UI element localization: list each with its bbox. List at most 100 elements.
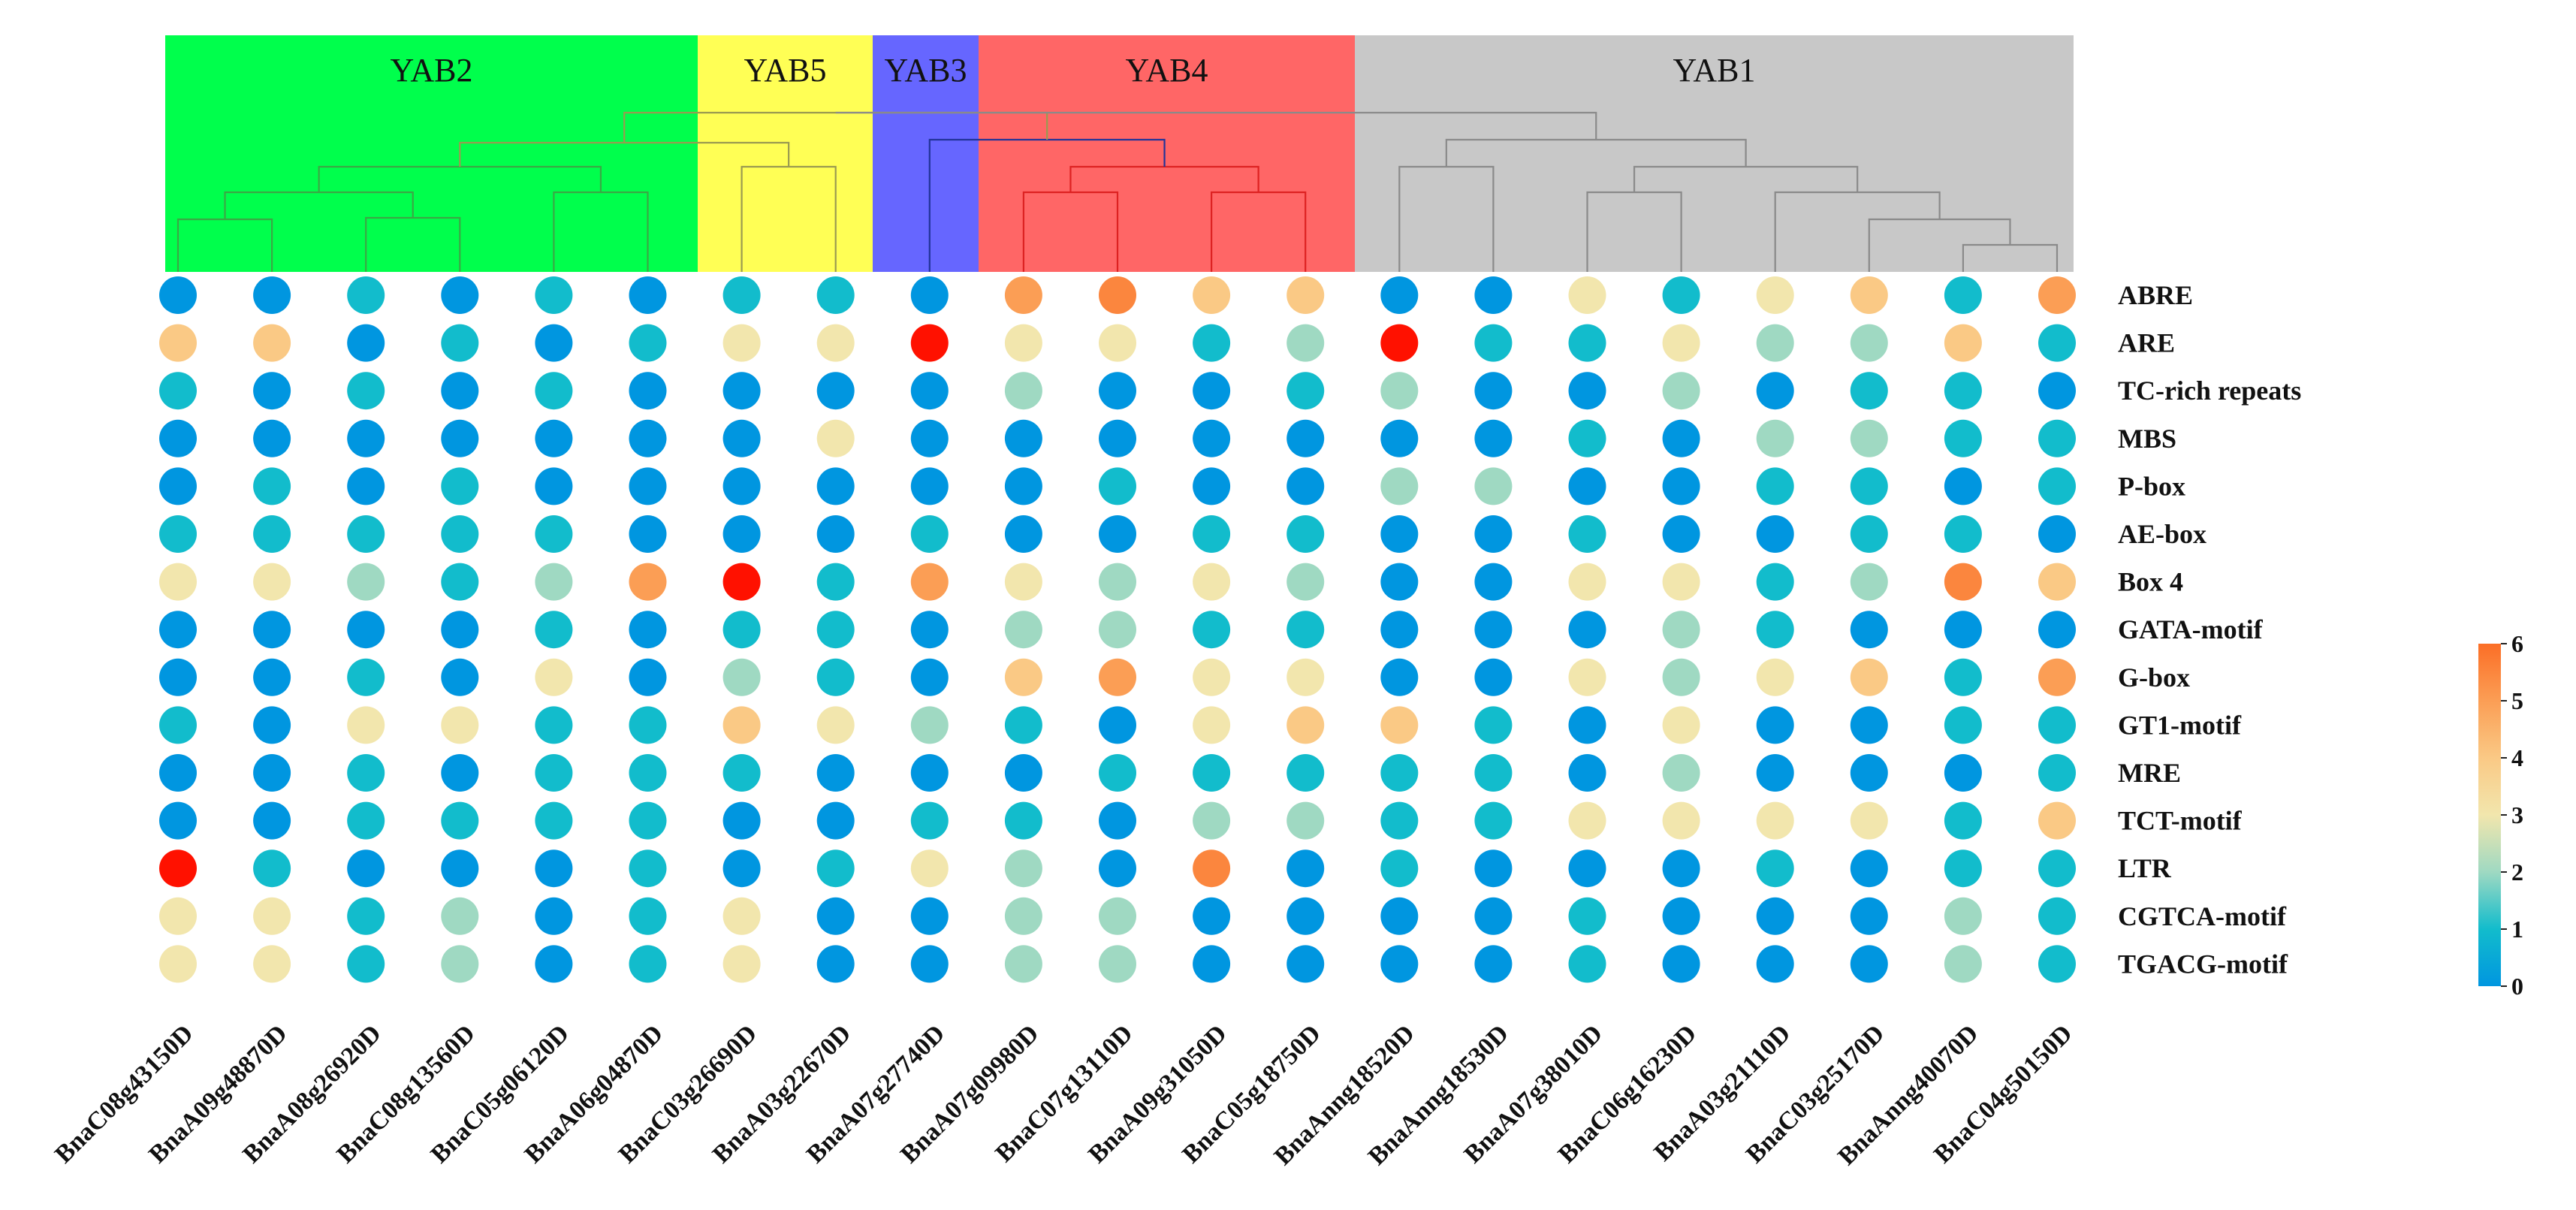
cell-tgacg-motif-BnaC05g06120D [535, 945, 573, 983]
cell-tc-rich-repeats-BnaAnng18530D [1474, 372, 1513, 410]
cell-abre-BnaC03g26690D [722, 276, 761, 314]
cell-box-4-BnaC04g50150D [2038, 563, 2076, 601]
cell-mbs-BnaA09g48870D [253, 419, 291, 457]
cell-tgacg-motif-BnaA09g48870D [253, 945, 291, 983]
cell-ltr-BnaC04g50150D [2038, 849, 2076, 888]
cell-ltr-BnaA03g22670D [816, 849, 855, 888]
cell-ae-box-BnaAnng40070D [1944, 515, 1982, 553]
cell-cgtca-motif-BnaC07g13110D [1099, 897, 1136, 935]
cell-p-box-BnaA09g48870D [253, 467, 291, 505]
cell-ae-box-BnaA03g21110D [1756, 515, 1794, 553]
cell-ltr-BnaA07g38010D [1568, 849, 1606, 888]
cell-are-BnaA06g04870D [629, 324, 667, 362]
cell-ltr-BnaAnng18530D [1474, 849, 1513, 888]
cell-box-4-BnaA09g31050D [1193, 563, 1231, 601]
cell-ltr-BnaA08g26920D [347, 849, 385, 888]
cell-abre-BnaAnng18530D [1474, 276, 1513, 314]
cell-abre-BnaAnng18520D [1380, 276, 1419, 314]
cell-ae-box-BnaA03g22670D [816, 515, 855, 553]
cell-tgacg-motif-BnaC03g26690D [722, 945, 761, 983]
cell-are-BnaA07g27740D [910, 324, 949, 362]
cell-mre-BnaA07g09980D [1004, 754, 1042, 792]
cell-gt1-motif-BnaC08g43150D [159, 706, 197, 744]
cell-are-BnaAnng18520D [1380, 324, 1419, 362]
cell-are-BnaC04g50150D [2038, 324, 2076, 362]
cell-abre-BnaA03g21110D [1756, 276, 1794, 314]
cell-tgacg-motif-BnaC05g18750D [1286, 945, 1325, 983]
cell-mre-BnaA09g31050D [1193, 754, 1231, 792]
cell-cgtca-motif-BnaA07g09980D [1004, 897, 1042, 935]
heatmap-cells [159, 276, 2076, 983]
cell-g-box-BnaA07g38010D [1568, 658, 1606, 696]
cell-g-box-BnaA07g09980D [1004, 658, 1042, 696]
cell-abre-BnaAnng40070D [1944, 276, 1982, 314]
cell-gt1-motif-BnaA03g22670D [816, 706, 855, 744]
cell-tct-motif-BnaC05g18750D [1286, 801, 1325, 840]
cell-ae-box-BnaC05g18750D [1286, 515, 1325, 553]
cell-box-4-BnaC03g25170D [1850, 563, 1888, 601]
cell-are-BnaC03g25170D [1850, 324, 1888, 362]
cell-gt1-motif-BnaA03g21110D [1756, 706, 1794, 744]
cell-gt1-motif-BnaC04g50150D [2038, 706, 2076, 744]
cell-ae-box-BnaA07g38010D [1568, 515, 1606, 553]
row-label: P-box [2118, 471, 2185, 501]
cell-mbs-BnaAnng40070D [1944, 419, 1982, 457]
cell-tct-motif-BnaC03g26690D [722, 801, 761, 840]
cell-gt1-motif-BnaC05g18750D [1286, 706, 1325, 744]
cell-mre-BnaC08g43150D [159, 754, 197, 792]
cell-tct-motif-BnaA09g31050D [1193, 801, 1231, 840]
cell-ae-box-BnaC03g25170D [1850, 515, 1888, 553]
cell-gt1-motif-BnaC08g13560D [441, 706, 479, 744]
cell-mbs-BnaAnng18520D [1380, 419, 1419, 457]
cell-gt1-motif-BnaAnng18530D [1474, 706, 1513, 744]
cell-box-4-BnaC07g13110D [1099, 563, 1136, 601]
cell-mre-BnaC03g25170D [1850, 754, 1888, 792]
cell-g-box-BnaC03g26690D [722, 658, 761, 696]
cell-mbs-BnaC06g16230D [1662, 419, 1700, 457]
cell-cgtca-motif-BnaA09g48870D [253, 897, 291, 935]
cell-tc-rich-repeats-BnaA06g04870D [629, 372, 667, 410]
row-label: Box 4 [2118, 567, 2183, 597]
cell-box-4-BnaAnng18530D [1474, 563, 1513, 601]
cell-ltr-BnaC07g13110D [1099, 849, 1136, 888]
cell-ltr-BnaC03g25170D [1850, 849, 1888, 888]
cell-tc-rich-repeats-BnaA09g48870D [253, 372, 291, 410]
clade-band-yab2 [165, 35, 698, 272]
cell-gata-motif-BnaAnng40070D [1944, 611, 1982, 649]
cell-tgacg-motif-BnaC04g50150D [2038, 945, 2076, 983]
cell-g-box-BnaC05g18750D [1286, 658, 1325, 696]
cell-p-box-BnaAnng40070D [1944, 467, 1982, 505]
cell-mre-BnaC04g50150D [2038, 754, 2076, 792]
row-label: MBS [2118, 424, 2176, 454]
cell-are-BnaC08g43150D [159, 324, 197, 362]
cell-p-box-BnaA06g04870D [629, 467, 667, 505]
cell-tgacg-motif-BnaA06g04870D [629, 945, 667, 983]
cell-tgacg-motif-BnaA07g27740D [910, 945, 949, 983]
column-labels: BnaC08g43150DBnaA09g48870DBnaA08g26920DB… [50, 1019, 2077, 1170]
cell-gata-motif-BnaC06g16230D [1662, 611, 1700, 649]
cell-p-box-BnaC06g16230D [1662, 467, 1700, 505]
cell-mbs-BnaA09g31050D [1193, 419, 1231, 457]
cell-p-box-BnaA07g27740D [910, 467, 949, 505]
cell-g-box-BnaA08g26920D [347, 658, 385, 696]
cell-are-BnaC03g26690D [722, 324, 761, 362]
cell-g-box-BnaA06g04870D [629, 658, 667, 696]
cell-gt1-motif-BnaAnng40070D [1944, 706, 1982, 744]
cell-tct-motif-BnaAnng40070D [1944, 801, 1982, 840]
cell-g-box-BnaA03g22670D [816, 658, 855, 696]
cell-ltr-BnaC06g16230D [1662, 849, 1700, 888]
cell-gt1-motif-BnaC05g06120D [535, 706, 573, 744]
cell-mbs-BnaAnng18530D [1474, 419, 1513, 457]
cell-cgtca-motif-BnaA03g22670D [816, 897, 855, 935]
cell-p-box-BnaA03g22670D [816, 467, 855, 505]
cell-gata-motif-BnaC05g06120D [535, 611, 573, 649]
cell-ltr-BnaA07g09980D [1004, 849, 1042, 888]
cell-abre-BnaA09g31050D [1193, 276, 1231, 314]
cell-g-box-BnaC03g25170D [1850, 658, 1888, 696]
cell-box-4-BnaA07g38010D [1568, 563, 1606, 601]
cell-mre-BnaA03g22670D [816, 754, 855, 792]
cell-p-box-BnaAnng18530D [1474, 467, 1513, 505]
clade-band-yab5 [698, 35, 873, 272]
clade-label-yab3: YAB3 [884, 52, 967, 89]
cell-cgtca-motif-BnaC05g18750D [1286, 897, 1325, 935]
